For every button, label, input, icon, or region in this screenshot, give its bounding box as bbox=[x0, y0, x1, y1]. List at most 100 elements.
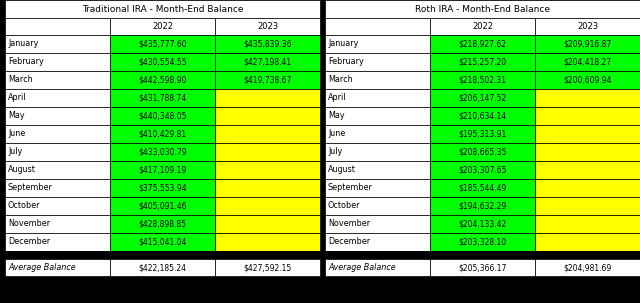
Bar bbox=[110, 18, 215, 35]
Text: $208,665.35: $208,665.35 bbox=[458, 148, 507, 157]
Text: Traditional IRA - Month-End Balance: Traditional IRA - Month-End Balance bbox=[82, 5, 243, 14]
Text: December: December bbox=[328, 238, 370, 247]
Bar bbox=[325, 143, 430, 161]
Text: $440,348.05: $440,348.05 bbox=[138, 112, 187, 121]
Bar bbox=[110, 53, 215, 71]
Bar bbox=[430, 143, 535, 161]
Bar bbox=[215, 53, 320, 71]
Text: $200,609.94: $200,609.94 bbox=[563, 75, 612, 85]
Text: $209,916.87: $209,916.87 bbox=[563, 39, 612, 48]
Text: $422,185.24: $422,185.24 bbox=[138, 263, 186, 272]
Text: April: April bbox=[328, 94, 346, 102]
Bar bbox=[215, 161, 320, 179]
Text: $204,418.27: $204,418.27 bbox=[563, 58, 612, 66]
Bar bbox=[110, 161, 215, 179]
Text: $410,429.81: $410,429.81 bbox=[138, 129, 187, 138]
Bar bbox=[325, 125, 430, 143]
Text: $415,041.04: $415,041.04 bbox=[138, 238, 187, 247]
Bar bbox=[215, 18, 320, 35]
Bar bbox=[430, 53, 535, 71]
Bar bbox=[215, 71, 320, 89]
Bar bbox=[325, 0, 640, 18]
Text: September: September bbox=[8, 184, 53, 192]
Bar bbox=[5, 259, 110, 276]
Bar bbox=[5, 0, 320, 18]
Text: 2022: 2022 bbox=[152, 22, 173, 31]
Text: $430,554.55: $430,554.55 bbox=[138, 58, 187, 66]
Text: $203,307.65: $203,307.65 bbox=[458, 165, 507, 175]
Bar bbox=[535, 125, 640, 143]
Text: $435,839.36: $435,839.36 bbox=[243, 39, 292, 48]
Text: $218,927.62: $218,927.62 bbox=[458, 39, 506, 48]
Bar bbox=[325, 233, 430, 251]
Bar bbox=[535, 161, 640, 179]
Text: 2023: 2023 bbox=[577, 22, 598, 31]
Text: $433,030.79: $433,030.79 bbox=[138, 148, 187, 157]
Text: $435,777.60: $435,777.60 bbox=[138, 39, 187, 48]
Bar bbox=[430, 107, 535, 125]
Text: April: April bbox=[8, 94, 26, 102]
Bar bbox=[430, 215, 535, 233]
Text: $419,738.67: $419,738.67 bbox=[243, 75, 292, 85]
Text: $417,109.19: $417,109.19 bbox=[138, 165, 187, 175]
Text: $204,133.42: $204,133.42 bbox=[458, 219, 507, 228]
Bar bbox=[535, 215, 640, 233]
Text: 2022: 2022 bbox=[472, 22, 493, 31]
Bar bbox=[5, 251, 320, 259]
Bar bbox=[215, 107, 320, 125]
Bar bbox=[5, 143, 110, 161]
Bar bbox=[5, 125, 110, 143]
Text: December: December bbox=[8, 238, 50, 247]
Bar bbox=[535, 35, 640, 53]
Text: May: May bbox=[8, 112, 24, 121]
Bar bbox=[430, 233, 535, 251]
Bar bbox=[535, 71, 640, 89]
Bar bbox=[5, 53, 110, 71]
Bar bbox=[430, 18, 535, 35]
Bar bbox=[215, 215, 320, 233]
Text: May: May bbox=[328, 112, 344, 121]
Bar bbox=[215, 179, 320, 197]
Text: August: August bbox=[8, 165, 36, 175]
Text: $185,544.49: $185,544.49 bbox=[458, 184, 507, 192]
Text: $215,257.20: $215,257.20 bbox=[458, 58, 507, 66]
Text: February: February bbox=[328, 58, 364, 66]
Bar bbox=[325, 89, 430, 107]
Bar bbox=[110, 35, 215, 53]
Text: $218,502.31: $218,502.31 bbox=[458, 75, 506, 85]
Bar bbox=[430, 35, 535, 53]
Text: $206,147.52: $206,147.52 bbox=[458, 94, 507, 102]
Bar bbox=[5, 35, 110, 53]
Bar bbox=[325, 35, 430, 53]
Bar bbox=[215, 259, 320, 276]
Text: $442,598.90: $442,598.90 bbox=[138, 75, 187, 85]
Bar bbox=[535, 89, 640, 107]
Bar bbox=[430, 71, 535, 89]
Bar bbox=[5, 71, 110, 89]
Bar bbox=[535, 259, 640, 276]
Bar bbox=[535, 53, 640, 71]
Text: $204,981.69: $204,981.69 bbox=[563, 263, 612, 272]
Bar bbox=[110, 215, 215, 233]
Bar bbox=[110, 89, 215, 107]
Bar bbox=[110, 179, 215, 197]
Bar bbox=[215, 89, 320, 107]
Bar bbox=[430, 125, 535, 143]
Text: $428,898.85: $428,898.85 bbox=[138, 219, 186, 228]
Bar bbox=[325, 18, 430, 35]
Bar bbox=[215, 233, 320, 251]
Text: $427,592.15: $427,592.15 bbox=[243, 263, 292, 272]
Bar bbox=[5, 107, 110, 125]
Text: $195,313.91: $195,313.91 bbox=[458, 129, 507, 138]
Bar bbox=[215, 143, 320, 161]
Text: March: March bbox=[328, 75, 353, 85]
Text: January: January bbox=[8, 39, 38, 48]
Bar bbox=[5, 179, 110, 197]
Bar bbox=[325, 259, 430, 276]
Bar bbox=[325, 197, 430, 215]
Bar bbox=[110, 107, 215, 125]
Bar bbox=[325, 71, 430, 89]
Text: 2023: 2023 bbox=[257, 22, 278, 31]
Text: September: September bbox=[328, 184, 373, 192]
Bar bbox=[325, 53, 430, 71]
